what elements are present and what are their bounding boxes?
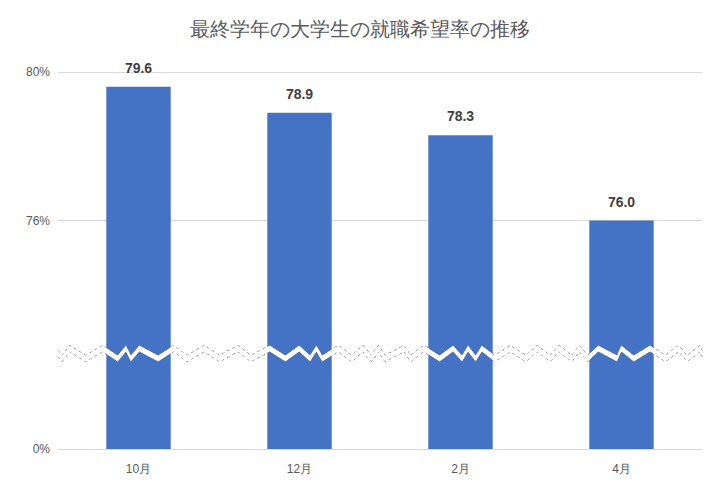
svg-text:80%: 80% xyxy=(26,65,50,79)
svg-text:10月: 10月 xyxy=(126,462,151,476)
svg-text:4月: 4月 xyxy=(612,462,631,476)
svg-text:78.3: 78.3 xyxy=(447,108,474,124)
svg-text:78.9: 78.9 xyxy=(286,86,313,102)
svg-text:79.6: 79.6 xyxy=(125,60,152,76)
svg-text:最終学年の大学生の就職希望率の推移: 最終学年の大学生の就職希望率の推移 xyxy=(190,18,530,40)
svg-text:76%: 76% xyxy=(26,214,50,228)
svg-text:2月: 2月 xyxy=(451,462,470,476)
svg-text:0%: 0% xyxy=(33,442,51,456)
svg-text:76.0: 76.0 xyxy=(608,194,635,210)
svg-text:12月: 12月 xyxy=(287,462,312,476)
